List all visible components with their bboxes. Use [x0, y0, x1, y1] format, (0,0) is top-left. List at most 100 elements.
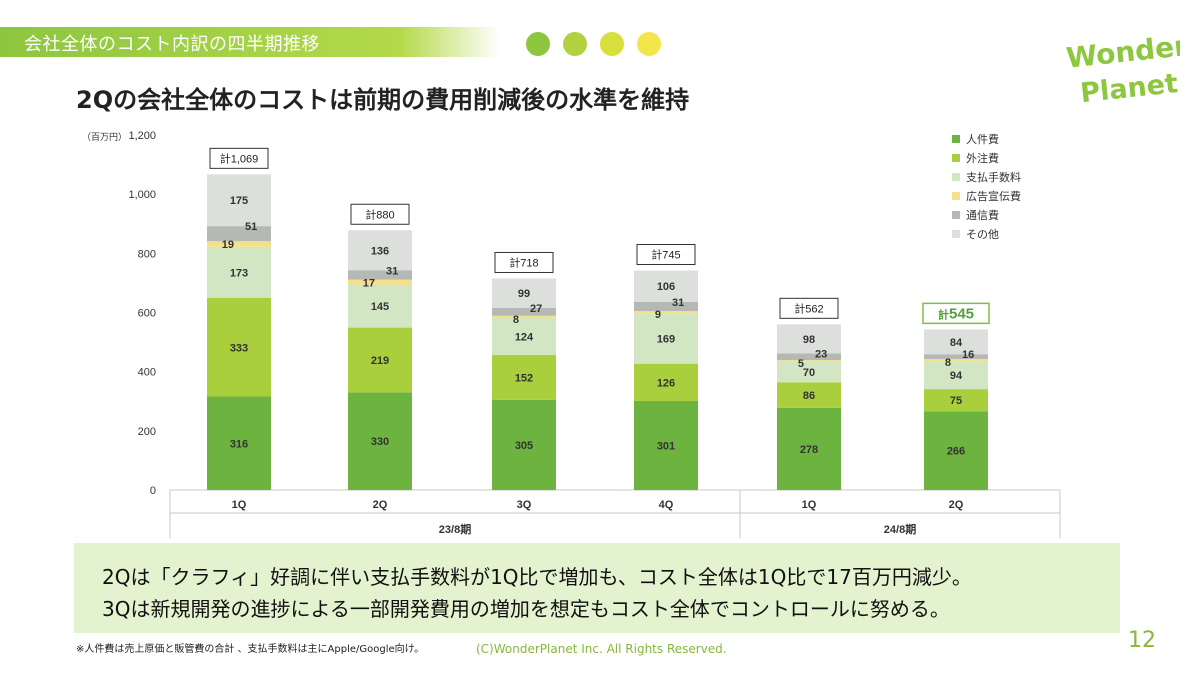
legend-label: 外注費 — [966, 151, 999, 165]
legend-swatch — [952, 230, 960, 238]
data-label: 333 — [230, 342, 248, 354]
data-label: 278 — [800, 444, 818, 456]
bar-segment — [348, 392, 412, 490]
bar-segment — [492, 307, 556, 316]
section-title: 会社全体のコスト内訳の四半期推移 — [24, 34, 320, 55]
data-label: 126 — [657, 377, 675, 389]
bar-segment — [777, 360, 841, 362]
decorative-dot-2 — [563, 32, 587, 56]
x-tick-label: 3Q — [517, 499, 532, 511]
data-label: 70 — [803, 367, 815, 379]
legend-swatch — [952, 211, 960, 219]
total-label: 計880 — [365, 207, 394, 221]
bar-segment — [348, 327, 412, 393]
data-label: 31 — [672, 297, 684, 309]
data-label: 8 — [945, 357, 951, 369]
bar-segment — [348, 230, 412, 271]
total-label: 計718 — [509, 255, 538, 269]
chart-bars — [207, 174, 988, 490]
legend-swatch — [952, 192, 960, 200]
section-title-band: 会社全体のコスト内訳の四半期推移 — [0, 27, 500, 57]
summary-callout: 2Qは「クラフィ」好調に伴い支払手数料が1Q比で増加も、コスト全体は1Q比で17… — [74, 543, 1120, 633]
bar-segment — [207, 174, 271, 227]
decorative-dot-4 — [637, 32, 661, 56]
y-tick-label: 400 — [138, 367, 156, 379]
total-box — [350, 203, 410, 225]
x-group-label: 24/8期 — [884, 522, 916, 536]
bar-segment — [777, 382, 841, 408]
y-tick-label: 600 — [138, 308, 156, 320]
data-label: 175 — [230, 195, 248, 207]
summary-line-2: 3Qは新規開発の進捗による一部開発費用の増加を想定もコスト全体でコントロールに努… — [102, 597, 950, 621]
data-label: 17 — [363, 278, 375, 290]
data-label: 173 — [230, 267, 248, 279]
bar-segment — [777, 324, 841, 354]
legend-swatch — [952, 135, 960, 143]
x-tick-label: 2Q — [949, 499, 964, 511]
bar-segment — [924, 411, 988, 490]
cost-breakdown-chart: （百万円） 0 200 400 600 800 1,000 1,200 1Q 2Q 3Q 4Q 1Q 2Q… — [82, 130, 1061, 538]
summary-line-1: 2Qは「クラフィ」好調に伴い支払手数料が1Q比で増加も、コスト全体は1Q比で17… — [102, 565, 972, 589]
y-tick-label: 200 — [138, 426, 156, 438]
data-label: 330 — [371, 436, 389, 448]
data-label: 169 — [657, 334, 675, 346]
bar-segment — [924, 389, 988, 412]
bar-segment — [207, 246, 271, 299]
bar-segment — [777, 361, 841, 383]
bar-segment — [634, 313, 698, 364]
data-label: 27 — [530, 303, 542, 315]
data-label: 152 — [515, 372, 533, 384]
data-label: 98 — [803, 334, 815, 346]
data-label: 19 — [222, 239, 234, 251]
total-box — [922, 302, 990, 325]
decorative-dot-3 — [600, 32, 624, 56]
page-number: 12 — [1128, 628, 1156, 653]
data-label: 31 — [386, 265, 398, 277]
chart-frame — [169, 489, 1061, 538]
data-label: 99 — [518, 288, 530, 300]
total-box — [209, 147, 269, 169]
wonderplanet-logo: Wonder Planet — [1065, 29, 1180, 109]
total-box — [494, 251, 554, 273]
total-label: 計545 — [938, 305, 974, 322]
data-label: 305 — [515, 440, 533, 452]
bar-segment — [207, 298, 271, 397]
data-label: 8 — [513, 314, 519, 326]
logo-line2: Planet — [1079, 68, 1180, 109]
data-label: 23 — [815, 348, 827, 360]
bar-segment — [207, 396, 271, 490]
y-tick-label: 1,000 — [128, 189, 156, 201]
bar-segment — [634, 270, 698, 302]
bar-segment — [634, 311, 698, 314]
bar-segment — [492, 278, 556, 308]
data-label: 51 — [245, 221, 257, 233]
total-label: 計562 — [794, 301, 823, 315]
y-tick-label: 0 — [150, 485, 156, 497]
headline: 2Qの会社全体のコストは前期の費用削減後の水準を維持 — [76, 86, 690, 114]
x-tick-label: 1Q — [232, 499, 247, 511]
bar-segment — [348, 284, 412, 328]
y-axis-unit-label: （百万円） — [82, 132, 127, 142]
data-label: 106 — [657, 281, 675, 293]
data-label: 86 — [803, 390, 815, 402]
bar-segment — [634, 301, 698, 312]
bar-segment — [777, 353, 841, 361]
legend-swatch — [952, 173, 960, 181]
chart-labels: （百万円） 0 200 400 600 800 1,000 1,200 1Q 2Q 3Q 4Q 1Q 2Q… — [82, 130, 990, 536]
legend-label: 広告宣伝費 — [966, 189, 1021, 203]
data-label: 145 — [371, 301, 389, 313]
x-tick-label: 4Q — [659, 499, 674, 511]
total-box — [779, 297, 839, 319]
legend-label: 人件費 — [966, 132, 999, 146]
legend-swatch — [952, 154, 960, 162]
bar-segment — [207, 226, 271, 242]
bar-segment — [777, 407, 841, 490]
bar-segment — [492, 354, 556, 400]
bar-segment — [924, 354, 988, 359]
legend-label: その他 — [966, 228, 999, 241]
bar-segment — [492, 315, 556, 319]
total-box — [636, 243, 696, 265]
bar-segment — [492, 399, 556, 490]
bar-segment — [492, 318, 556, 355]
